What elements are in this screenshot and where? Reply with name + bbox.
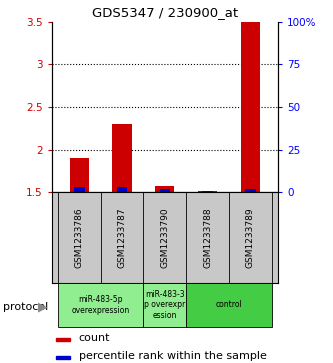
Bar	[160, 189, 170, 192]
Text: GSM1233789: GSM1233789	[246, 207, 255, 268]
Bar	[113, 124, 132, 192]
Bar	[202, 191, 213, 192]
Bar	[186, 283, 272, 327]
Bar	[74, 187, 85, 192]
Text: GSM1233787: GSM1233787	[118, 207, 127, 268]
Bar	[241, 22, 260, 192]
Bar	[70, 158, 89, 192]
Title: GDS5347 / 230900_at: GDS5347 / 230900_at	[92, 6, 238, 19]
Bar	[198, 191, 217, 192]
Bar	[58, 283, 144, 327]
Bar	[155, 187, 174, 192]
Text: count: count	[79, 333, 110, 343]
Bar	[117, 187, 128, 192]
Bar	[245, 189, 255, 192]
Text: GSM1233790: GSM1233790	[160, 207, 169, 268]
Text: GSM1233788: GSM1233788	[203, 207, 212, 268]
Text: GSM1233786: GSM1233786	[75, 207, 84, 268]
Bar	[56, 338, 70, 341]
Bar	[56, 356, 70, 359]
Text: miR-483-5p
overexpression: miR-483-5p overexpression	[72, 295, 130, 315]
Bar	[144, 283, 186, 327]
Text: miR-483-3
p overexpr
ession: miR-483-3 p overexpr ession	[144, 290, 185, 320]
Text: ▶: ▶	[38, 300, 48, 313]
Text: percentile rank within the sample: percentile rank within the sample	[79, 351, 267, 361]
Text: protocol: protocol	[3, 302, 49, 312]
Text: control: control	[215, 301, 242, 309]
